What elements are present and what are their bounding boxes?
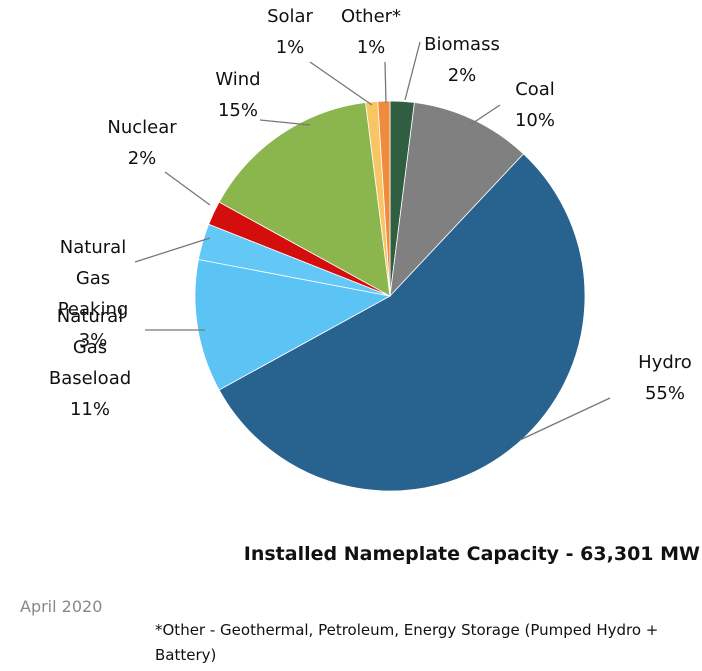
pie-slice (194, 258, 392, 391)
slice-label: Other* (341, 6, 401, 27)
value-label: 10% (515, 110, 555, 131)
note-box: *Other - Geothermal, Petroleum, Energy S… (155, 621, 659, 664)
slice-label: Biomass (424, 34, 500, 55)
leader-line (404, 41, 421, 101)
slice-label: Natural Gas Peaking (58, 237, 129, 320)
slice-label: Nuclear (107, 117, 177, 138)
value-label: 2% (448, 65, 477, 86)
leader-line (384, 61, 387, 104)
value-label: 11% (70, 399, 110, 420)
slice-label: Solar (267, 6, 313, 27)
pie-slice (218, 153, 586, 492)
leader-line (259, 119, 311, 126)
value-label: 1% (357, 37, 386, 58)
leader-line (469, 104, 501, 126)
footnote: *Other - Geothermal, Petroleum, Energy S… (155, 621, 659, 664)
leader-line (164, 171, 211, 206)
pie-slice (377, 100, 391, 297)
leader-line (134, 237, 211, 263)
value-label: 1% (276, 37, 305, 58)
value-label: 15% (218, 100, 258, 121)
pie-slice (389, 102, 525, 298)
pie-slice (218, 102, 391, 297)
slice-label: Wind (215, 69, 260, 90)
slice-label: Natural Gas Baseload (49, 306, 131, 389)
value-label: 55% (645, 383, 685, 404)
date-label: April 2020 (20, 597, 102, 616)
chart-title: Installed Nameplate Capacity - 63,301 MW (244, 543, 700, 565)
slice-label: Hydro (638, 352, 692, 373)
leader-line (519, 397, 611, 441)
value-label: 3% (79, 330, 108, 351)
leader-line (309, 61, 373, 106)
slice-label: Coal (515, 79, 555, 100)
value-label: 2% (128, 148, 157, 169)
